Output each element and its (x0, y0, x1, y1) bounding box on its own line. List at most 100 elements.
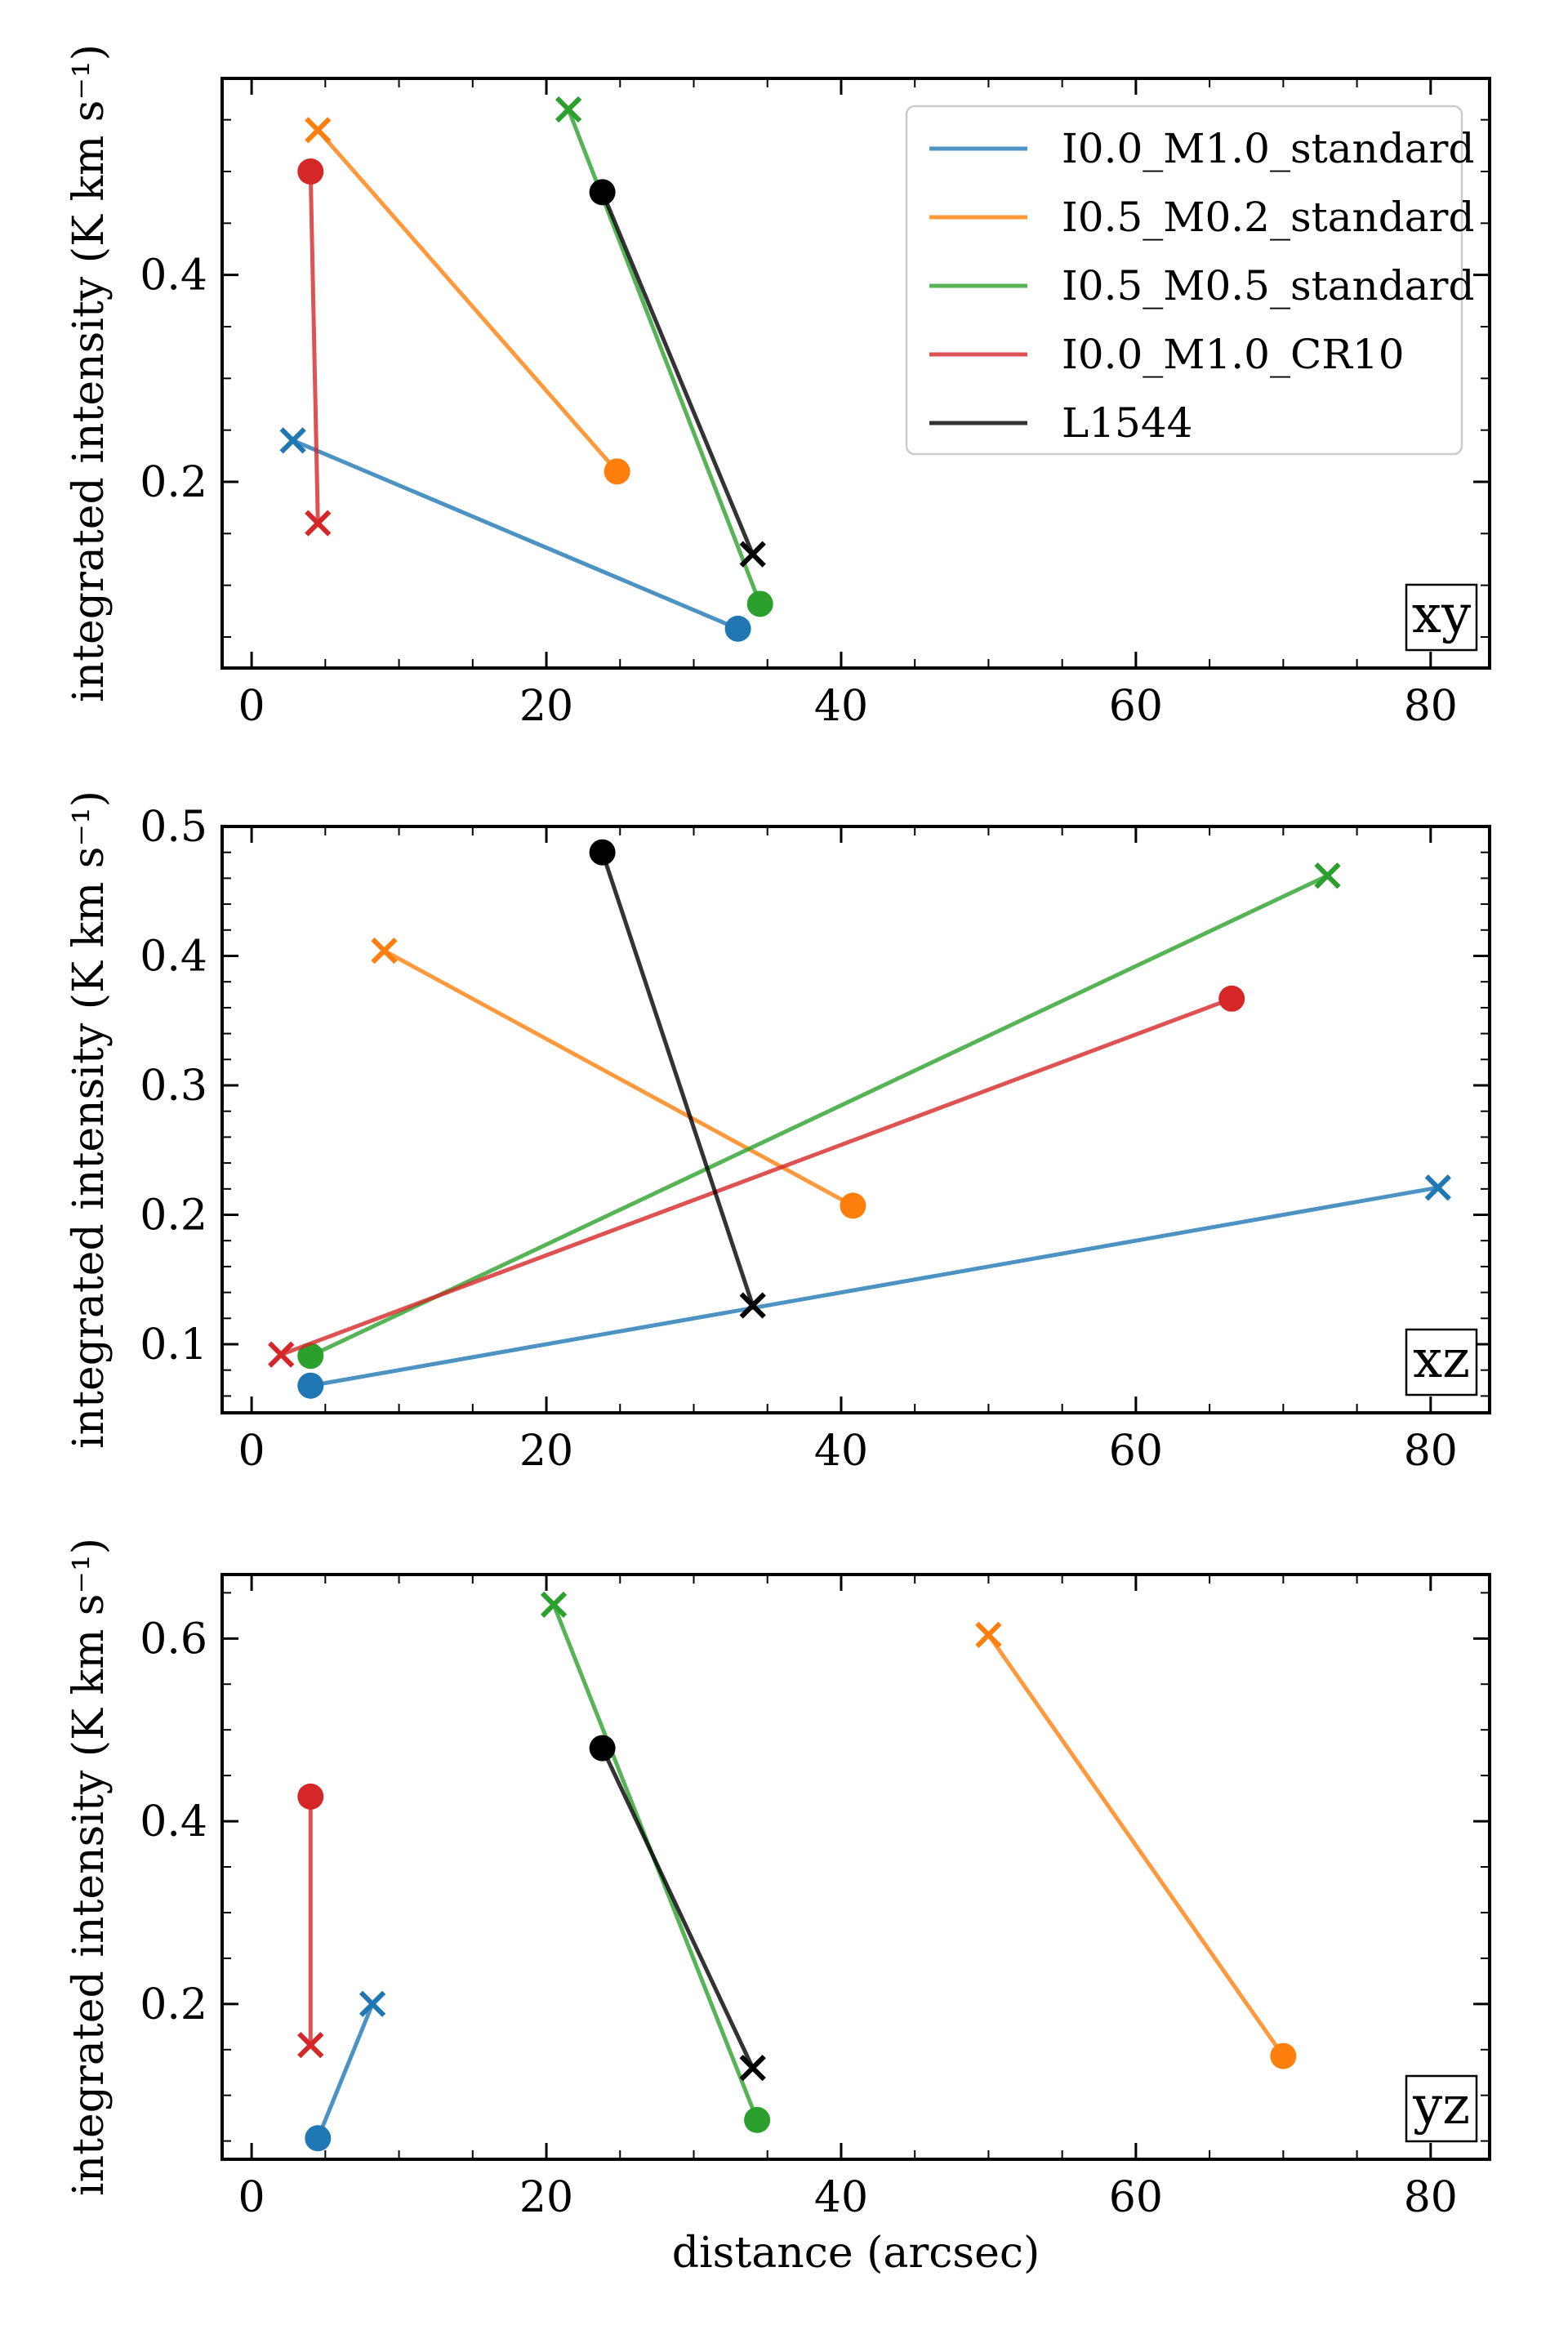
circle-marker (297, 158, 324, 185)
series-I0.0_M1.0_CR10 (268, 985, 1245, 1368)
circle-marker (589, 839, 616, 866)
panel-tag: xz (1413, 1330, 1470, 1390)
circle-marker (724, 615, 751, 642)
x-tick-label: 60 (1109, 2173, 1163, 2222)
x-tick-label: 20 (519, 682, 573, 731)
series-I0.5_M0.5_standard (297, 862, 1341, 1370)
legend-entry: I0.5_M0.5_standard (1062, 262, 1474, 310)
series-line (600, 191, 755, 555)
circle-marker (840, 1192, 866, 1219)
cross-marker (1314, 862, 1341, 889)
x-tick-label: 40 (814, 1427, 868, 1476)
circle-marker (297, 1372, 324, 1399)
series-line (308, 171, 320, 523)
cross-marker (279, 427, 306, 454)
series-line (310, 1185, 1439, 1388)
series-L1544 (589, 1735, 766, 2082)
x-tick-label: 80 (1404, 2173, 1458, 2222)
series-line (600, 1747, 755, 2069)
panel-tag-box (1405, 1328, 1478, 1396)
cross-marker (739, 2055, 766, 2082)
legend: I0.0_M1.0_standard I0.5_M0.2_standard I0.5… (905, 105, 1474, 456)
series-I0.0_M1.0_standard (297, 1174, 1451, 1399)
axes-frame-yz (220, 1573, 1491, 2161)
panel-xz: 0 20 40 60 80 0.1 0.2 0.3 0.4 0.5 integrated inten… (65, 791, 1491, 1476)
x-tick-label: 80 (1404, 1427, 1458, 1476)
series-line (600, 851, 755, 1307)
panel-yz: 0 20 40 60 80 0.2 0.4 0.6 integrated intensity (… (65, 1538, 1491, 2278)
series-line (316, 128, 619, 473)
axes-frame-xz (220, 825, 1491, 1414)
legend-entry: I0.0_M1.0_CR10 (1062, 331, 1405, 378)
cross-marker (268, 1341, 295, 1368)
circle-marker (746, 590, 773, 617)
axes-frame-xy (220, 77, 1491, 670)
circle-marker (1270, 2042, 1297, 2069)
y-tick-label: 0.5 (140, 803, 207, 852)
cross-marker (975, 1621, 1002, 1648)
panel-tag: yz (1412, 2076, 1470, 2136)
x-tick-label: 0 (238, 2173, 265, 2222)
circle-marker (1218, 985, 1245, 1012)
cross-marker (297, 2032, 324, 2059)
circle-marker (297, 1343, 324, 1370)
y-tick-label: 0.6 (140, 1615, 207, 1664)
cross-marker (359, 1990, 386, 2017)
y-tick-label: 0.1 (140, 1321, 207, 1370)
y-tick-label: 0.2 (140, 458, 207, 507)
circle-marker (305, 2125, 332, 2152)
series-I0.0_M1.0_standard (305, 1990, 386, 2152)
series-I0.0_M1.0_CR10 (297, 158, 332, 537)
series-line (987, 1633, 1285, 2058)
cross-marker (371, 938, 398, 964)
series-I0.5_M0.5_standard (555, 96, 773, 617)
cross-marker (540, 1591, 568, 1619)
circle-marker (744, 2106, 771, 2133)
series-I0.5_M0.2_standard (371, 938, 866, 1219)
x-tick-label: 20 (519, 2173, 573, 2222)
x-tick-label: 20 (519, 1427, 573, 1476)
series-I0.5_M0.2_standard (975, 1621, 1297, 2069)
circle-marker (589, 179, 616, 206)
legend-entry: I0.5_M0.2_standard (1062, 194, 1474, 241)
series-line (383, 948, 854, 1208)
y-tick-label: 0.4 (140, 932, 207, 981)
series-line (315, 2002, 375, 2140)
circle-marker (604, 458, 630, 485)
cross-marker (1424, 1174, 1451, 1201)
x-tick-label: 0 (238, 682, 265, 731)
cross-marker (305, 117, 332, 144)
y-tick-label: 0.3 (140, 1062, 207, 1111)
legend-box (905, 105, 1463, 456)
y-tick-label: 0.4 (140, 1797, 207, 1846)
series-L1544 (589, 179, 766, 568)
y-tick-label: 0.2 (140, 1980, 207, 2029)
y-axis-label: integrated intensity (K km s⁻¹) (65, 44, 114, 702)
panel-tag: xy (1412, 585, 1471, 645)
y-tick-label: 0.4 (140, 252, 207, 301)
series-line (310, 873, 1329, 1358)
circle-marker (589, 1735, 616, 1762)
cross-marker (555, 96, 582, 123)
x-tick-label: 60 (1109, 682, 1163, 731)
panel-xy: 0 20 40 60 80 0.2 0.4 integrated intensity (K k… (65, 44, 1491, 731)
x-tick-label: 80 (1404, 682, 1458, 731)
cross-marker (739, 541, 766, 568)
series-L1544 (589, 839, 766, 1319)
panel-tag-box (1405, 583, 1478, 652)
y-axis-label: integrated intensity (K km s⁻¹) (65, 791, 114, 1449)
series-I0.0_M1.0_standard (279, 427, 751, 642)
cross-marker (739, 1292, 766, 1319)
x-tick-label: 40 (814, 682, 868, 731)
series-I0.5_M0.2_standard (305, 117, 630, 485)
circle-marker (297, 1783, 324, 1810)
x-tick-label: 40 (814, 2173, 868, 2222)
series-line (280, 996, 1233, 1357)
x-tick-label: 0 (238, 1427, 265, 1476)
x-axis-label: distance (arcsec) (672, 2229, 1040, 2278)
x-tick-label: 60 (1109, 1427, 1163, 1476)
panel-tag-box (1405, 2074, 1478, 2143)
y-tick-label: 0.2 (140, 1191, 207, 1240)
series-I0.0_M1.0_CR10 (297, 1783, 324, 2059)
